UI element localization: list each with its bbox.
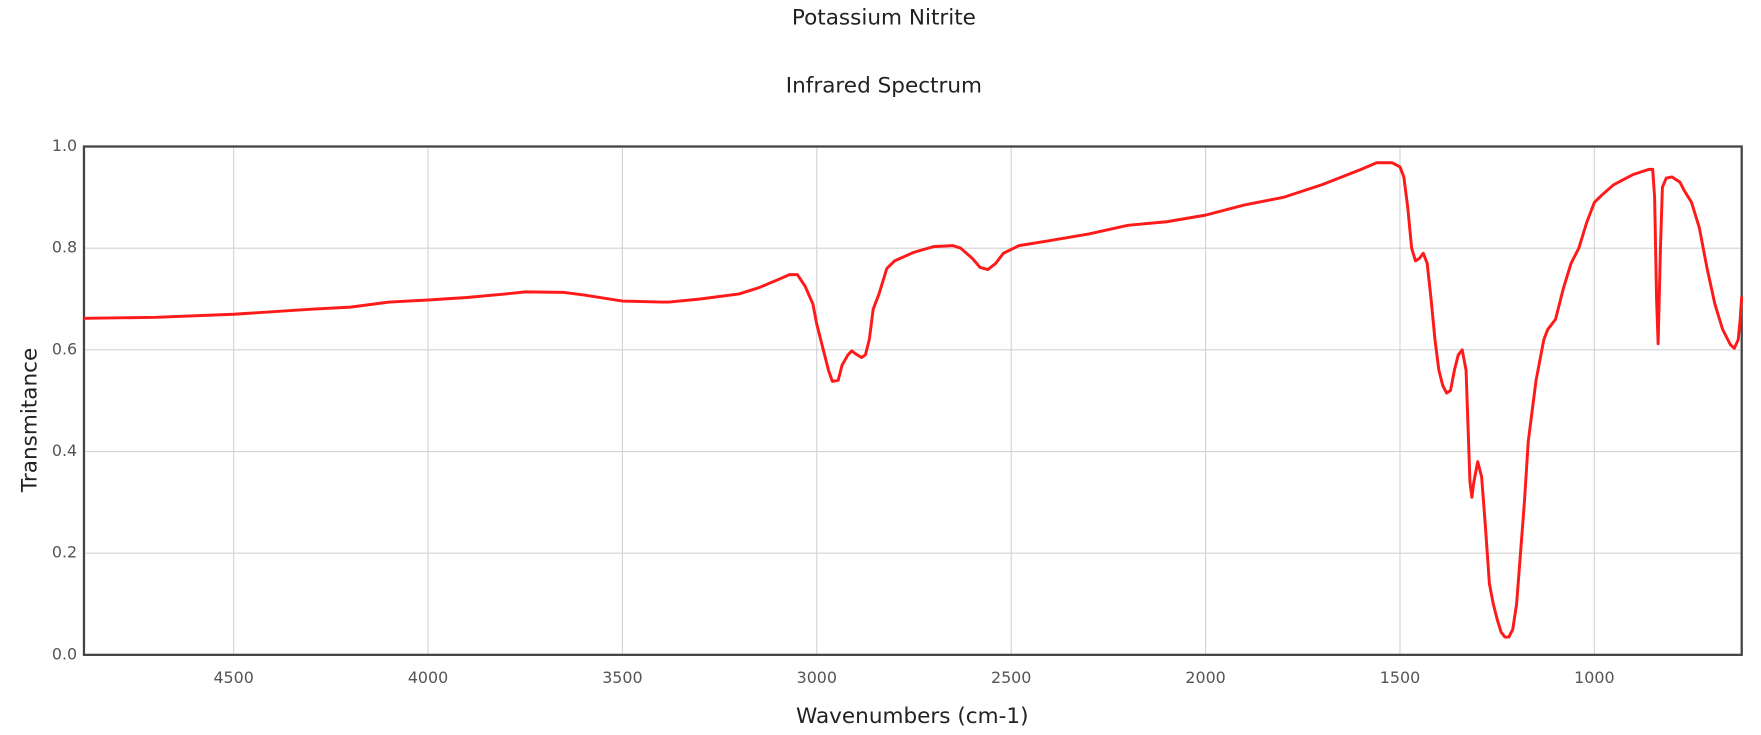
chart-subtitle: Infrared Spectrum bbox=[786, 73, 982, 98]
x-tick-label: 3500 bbox=[602, 668, 642, 687]
x-tick-label: 4500 bbox=[213, 668, 253, 687]
plot-border bbox=[82, 145, 1743, 656]
chart-title: Potassium Nitrite bbox=[792, 5, 976, 30]
y-tick-label: 0.4 bbox=[52, 441, 77, 460]
y-tick-label: 0.8 bbox=[52, 238, 77, 257]
y-axis-label: Transmitance bbox=[18, 348, 43, 493]
x-tick-label: 1500 bbox=[1380, 668, 1420, 687]
x-tick-label: 2500 bbox=[991, 668, 1031, 687]
spectrum-line bbox=[83, 161, 1744, 639]
y-tick-label: 0.6 bbox=[52, 339, 77, 358]
y-tick-label: 0.2 bbox=[52, 543, 77, 562]
x-tick-label: 4000 bbox=[408, 668, 448, 687]
y-tick-label: 1.0 bbox=[52, 136, 77, 155]
x-tick-label: 2000 bbox=[1185, 668, 1225, 687]
y-tick-label: 0.0 bbox=[52, 644, 77, 663]
x-tick-label: 3000 bbox=[797, 668, 837, 687]
x-axis-label: Wavenumbers (cm-1) bbox=[796, 704, 1028, 729]
x-tick-label: 1000 bbox=[1574, 668, 1614, 687]
